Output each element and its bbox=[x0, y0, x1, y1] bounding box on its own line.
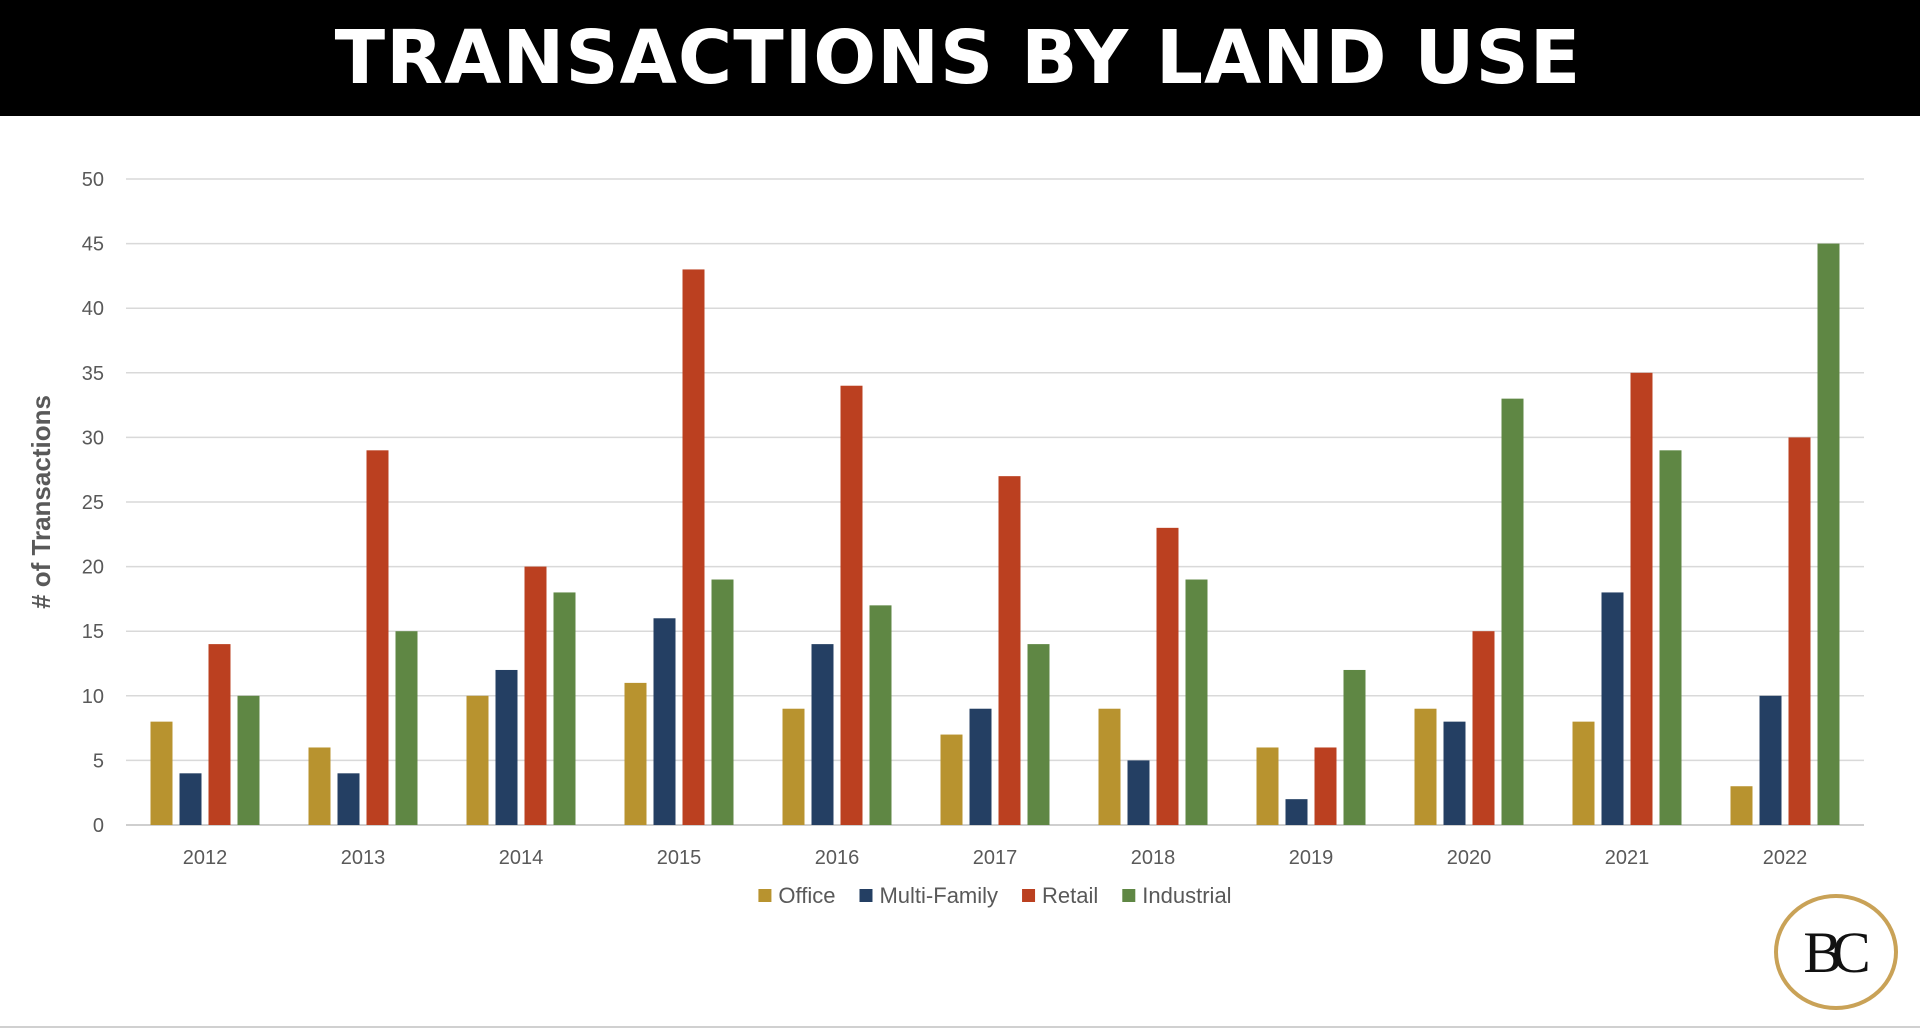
bar-industrial-2015 bbox=[711, 579, 734, 825]
bar-retail-2020 bbox=[1472, 631, 1495, 825]
legend-swatch bbox=[859, 889, 873, 902]
bar-office-2014 bbox=[466, 695, 489, 825]
y-axis-ticks: 0 5 10 15 20 25 30 35 40 45 50 bbox=[82, 169, 104, 837]
bar-office-2018 bbox=[1098, 708, 1121, 825]
bar-industrial-2021 bbox=[1659, 450, 1682, 825]
legend-label: Retail bbox=[1042, 883, 1098, 908]
y-axis-title: # of Transactions bbox=[26, 395, 56, 609]
bar-industrial-2022 bbox=[1817, 243, 1840, 826]
x-tick-label: 2014 bbox=[499, 847, 544, 869]
bar-multi-family-2015 bbox=[653, 618, 676, 825]
y-tick-label: 5 bbox=[93, 750, 104, 772]
y-tick-label: 45 bbox=[82, 234, 104, 256]
bar-office-2020 bbox=[1414, 708, 1437, 825]
bar-multi-family-2012 bbox=[179, 773, 202, 825]
bar-industrial-2017 bbox=[1027, 644, 1050, 825]
bar-industrial-2013 bbox=[395, 631, 418, 825]
x-tick-label: 2021 bbox=[1605, 847, 1650, 869]
y-tick-label: 25 bbox=[82, 492, 104, 514]
bar-multi-family-2022 bbox=[1759, 695, 1782, 825]
bar-office-2015 bbox=[624, 682, 647, 825]
x-tick-label: 2012 bbox=[183, 847, 228, 869]
legend-swatch bbox=[1022, 889, 1036, 902]
x-tick-label: 2015 bbox=[657, 847, 702, 869]
y-tick-label: 10 bbox=[82, 686, 104, 708]
legend-label: Industrial bbox=[1142, 883, 1231, 908]
x-axis-ticks: 2012 2013 2014 2015 2016 2017 2018 2019 2020 2021… bbox=[183, 847, 1808, 869]
bar-retail-2017 bbox=[998, 476, 1021, 825]
bar-office-2016 bbox=[782, 708, 805, 825]
y-tick-label: 35 bbox=[82, 363, 104, 385]
bar-industrial-2016 bbox=[869, 605, 892, 825]
page-title: TRANSACTIONS BY LAND USE bbox=[334, 15, 1582, 101]
legend-swatch bbox=[758, 889, 772, 902]
legend: Office Multi-Family Retail Industrial bbox=[758, 883, 1232, 908]
y-tick-label: 40 bbox=[82, 298, 104, 320]
title-bar: TRANSACTIONS BY LAND USE bbox=[0, 0, 1920, 116]
bar-multi-family-2017 bbox=[969, 708, 992, 825]
bar-multi-family-2018 bbox=[1127, 760, 1150, 825]
bar-retail-2018 bbox=[1156, 527, 1179, 825]
bar-industrial-2019 bbox=[1343, 669, 1366, 825]
bar-retail-2013 bbox=[366, 450, 389, 825]
bar-multi-family-2013 bbox=[337, 773, 360, 825]
bars bbox=[150, 243, 1840, 826]
x-tick-label: 2013 bbox=[341, 847, 386, 869]
x-tick-label: 2016 bbox=[815, 847, 860, 869]
bar-retail-2021 bbox=[1630, 372, 1653, 825]
bar-multi-family-2016 bbox=[811, 644, 834, 825]
bar-multi-family-2019 bbox=[1285, 799, 1308, 825]
bar-office-2021 bbox=[1572, 721, 1595, 825]
bottom-divider bbox=[0, 1026, 1920, 1028]
bar-industrial-2020 bbox=[1501, 398, 1524, 825]
bar-office-2013 bbox=[308, 747, 331, 825]
y-tick-label: 50 bbox=[82, 169, 104, 191]
bar-retail-2012 bbox=[208, 644, 231, 825]
bar-retail-2015 bbox=[682, 269, 705, 825]
bar-office-2012 bbox=[150, 721, 173, 825]
x-tick-label: 2017 bbox=[973, 847, 1018, 869]
bar-industrial-2018 bbox=[1185, 579, 1208, 825]
bar-multi-family-2014 bbox=[495, 669, 518, 825]
legend-label: Multi-Family bbox=[879, 883, 998, 908]
bar-industrial-2012 bbox=[237, 695, 260, 825]
x-tick-label: 2018 bbox=[1131, 847, 1176, 869]
bar-retail-2014 bbox=[524, 566, 547, 825]
bar-retail-2016 bbox=[840, 385, 863, 825]
bar-multi-family-2021 bbox=[1601, 592, 1624, 825]
bar-industrial-2014 bbox=[553, 592, 576, 825]
bar-office-2019 bbox=[1256, 747, 1279, 825]
bar-multi-family-2020 bbox=[1443, 721, 1466, 825]
x-tick-label: 2020 bbox=[1447, 847, 1492, 869]
legend-label: Office bbox=[778, 883, 835, 908]
logo-text: BC bbox=[1803, 919, 1870, 985]
legend-swatch bbox=[1122, 889, 1136, 902]
bar-retail-2019 bbox=[1314, 747, 1337, 825]
y-tick-label: 0 bbox=[93, 815, 104, 837]
x-tick-label: 2019 bbox=[1289, 847, 1334, 869]
bar-office-2017 bbox=[940, 734, 963, 825]
bar-retail-2022 bbox=[1788, 437, 1811, 825]
bar-office-2022 bbox=[1730, 786, 1753, 825]
bc-logo: BC bbox=[1774, 894, 1898, 1010]
x-tick-label: 2022 bbox=[1763, 847, 1808, 869]
y-tick-label: 15 bbox=[82, 621, 104, 643]
y-tick-label: 30 bbox=[82, 427, 104, 449]
y-tick-label: 20 bbox=[82, 557, 104, 579]
